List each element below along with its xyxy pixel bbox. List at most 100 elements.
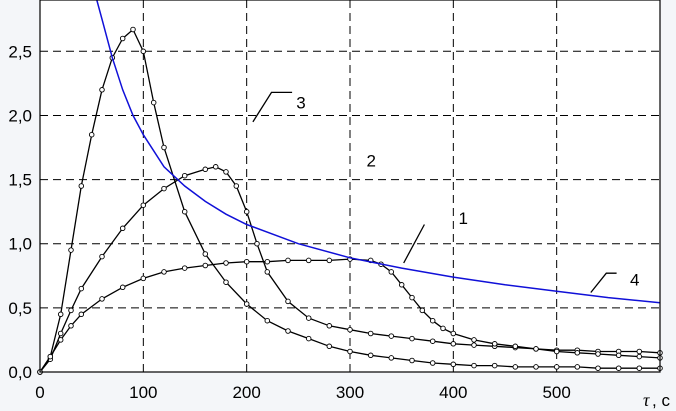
series-1-point: [305, 315, 312, 321]
series-0-point: [471, 362, 477, 369]
series-0-point: [202, 251, 209, 257]
series-2-point: [388, 269, 395, 275]
series-0-point: [99, 87, 105, 93]
series-2-point: [398, 282, 405, 288]
series-1-point: [471, 342, 477, 348]
series-line-3: [96, 0, 661, 304]
series-0-point: [305, 335, 312, 342]
series-0-point: [161, 144, 167, 151]
x-tick-label: 100: [129, 383, 157, 402]
series-2-point: [305, 257, 312, 264]
series-1-point: [450, 341, 457, 347]
y-tick-label: 2,5: [8, 42, 32, 61]
series-1-point: [161, 185, 167, 192]
annotations: 1 2 3 4: [252, 91, 640, 293]
series-2-point: [181, 265, 188, 271]
series-2-point: [615, 352, 622, 359]
series-1-point: [347, 326, 353, 333]
series-2-point: [140, 275, 147, 282]
series-2-point: [595, 351, 601, 357]
series-2-point: [491, 341, 498, 347]
x-tick-label: 500: [542, 383, 570, 402]
series-1-point: [233, 183, 240, 189]
series-1-point: [264, 269, 271, 275]
series-0-point: [181, 208, 188, 215]
series-2-point: [326, 257, 333, 264]
series-2-point: [57, 337, 64, 343]
x-tick-label: 300: [336, 383, 364, 402]
series-0-point: [57, 311, 64, 318]
x-tick-label: 0: [35, 383, 44, 402]
y-tick-labels: 0,0 0,5 1,0 1,5 2,0 2,5: [8, 42, 32, 382]
y-tick-label: 1,5: [8, 171, 32, 190]
series-2-point: [409, 294, 415, 301]
series-1-point: [243, 208, 250, 215]
series-0-point: [512, 364, 519, 370]
plot-frame: [39, 0, 661, 373]
series-1-point: [119, 225, 126, 232]
series-1-point: [285, 298, 291, 305]
series-0-point: [223, 279, 229, 285]
series-2-point: [161, 269, 167, 275]
x-tick-label: 400: [439, 383, 467, 402]
series-1-point: [409, 335, 415, 342]
series-0-point: [78, 183, 85, 189]
series-0-point: [140, 48, 147, 55]
series-1-point: [140, 202, 147, 208]
series-0-point: [68, 247, 74, 253]
series-1-point: [223, 169, 229, 175]
series-0-point: [88, 131, 95, 138]
series-2-point: [119, 284, 126, 291]
series-0-point: [326, 343, 333, 350]
series-2-point: [68, 323, 74, 329]
series-1-point: [78, 285, 85, 292]
series-2-point: [533, 346, 539, 352]
series-0-point: [285, 328, 291, 334]
series-2-point: [243, 258, 250, 265]
series-1-point: [254, 240, 260, 247]
x-tick-label: 200: [232, 383, 260, 402]
series-2-point: [264, 258, 271, 265]
series-1-point: [388, 333, 395, 339]
series-2-point: [419, 307, 426, 314]
y-tick-label: 0,0: [8, 363, 32, 382]
series-1-point: [636, 348, 643, 355]
y-tick-label: 2,0: [8, 106, 32, 125]
series-2-point: [285, 257, 291, 264]
series-0-point: [615, 365, 622, 371]
x-axis-label: τ: [643, 390, 650, 410]
series-2-point: [636, 353, 643, 360]
series-0-point: [243, 301, 250, 307]
series-0-point: [119, 35, 126, 42]
series-2-point: [574, 350, 581, 356]
series-0-point: [429, 360, 436, 366]
series-0-point: [367, 352, 374, 359]
series-0-point: [388, 355, 395, 361]
series-2-point: [202, 262, 209, 269]
series-2-point: [553, 348, 560, 355]
annotation-label-4: 4: [630, 271, 639, 290]
series-2-point: [223, 260, 229, 266]
series-2-point: [78, 311, 85, 318]
series-2-point: [440, 325, 446, 332]
x-tick-labels: 0 100 200 300 400 500: [35, 383, 571, 402]
annotation-leader-3: [252, 91, 293, 123]
series-1-point: [57, 330, 64, 337]
series-1-point: [429, 338, 436, 344]
series-2-point: [512, 343, 519, 350]
series-1-point: [99, 253, 105, 260]
annotation-label-3: 3: [296, 94, 305, 113]
series-0-point: [595, 365, 601, 371]
series-0-point: [264, 317, 271, 324]
series-0-point: [450, 361, 457, 368]
annotation-label-2: 2: [367, 151, 376, 170]
series-2-point: [471, 337, 477, 343]
series-1-point: [181, 172, 188, 179]
series-1-point: [367, 330, 374, 337]
annotation-leader-1: [403, 224, 425, 264]
series-1-point: [326, 323, 333, 329]
grid: [40, 0, 660, 372]
series-0-point: [553, 364, 560, 370]
series-1-point: [68, 307, 74, 314]
